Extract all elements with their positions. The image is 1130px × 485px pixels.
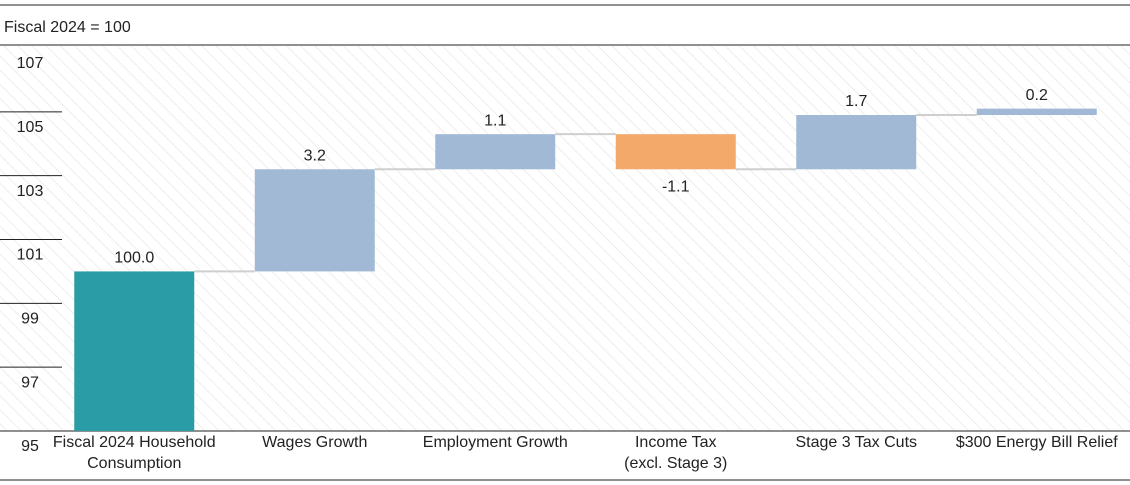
x-tick-label: Stage 3 Tax Cuts [795, 434, 918, 451]
bar [254, 169, 375, 272]
value-label: 1.7 [845, 93, 867, 110]
y-tick-label: 101 [17, 247, 44, 264]
chart-subtitle: Fiscal 2024 = 100 [4, 19, 131, 36]
y-tick-label: 105 [17, 119, 44, 136]
x-tick-label: Income Tax (excl. Stage 3) [624, 434, 728, 472]
y-tick-label: 107 [17, 55, 44, 72]
value-label: 100.0 [114, 250, 154, 267]
x-tick-label: Wages Growth [262, 434, 368, 451]
bar [796, 115, 917, 170]
x-tick-label: Fiscal 2024 Household Consumption [52, 434, 216, 472]
y-tick-label: 95 [21, 438, 39, 455]
x-tick-label: Employment Growth [422, 434, 568, 451]
y-tick-label: 99 [21, 311, 39, 328]
x-tick-label: $300 Energy Bill Relief [955, 434, 1118, 451]
value-label: 1.1 [484, 112, 506, 129]
value-label: 0.2 [1026, 87, 1048, 104]
y-tick-label: 97 [21, 374, 39, 391]
bar [435, 134, 556, 170]
bar [976, 108, 1097, 116]
bar [74, 271, 195, 431]
bar [615, 134, 736, 170]
value-label: 3.2 [304, 148, 326, 165]
value-label: -1.1 [662, 179, 690, 196]
y-tick-label: 103 [17, 183, 44, 200]
